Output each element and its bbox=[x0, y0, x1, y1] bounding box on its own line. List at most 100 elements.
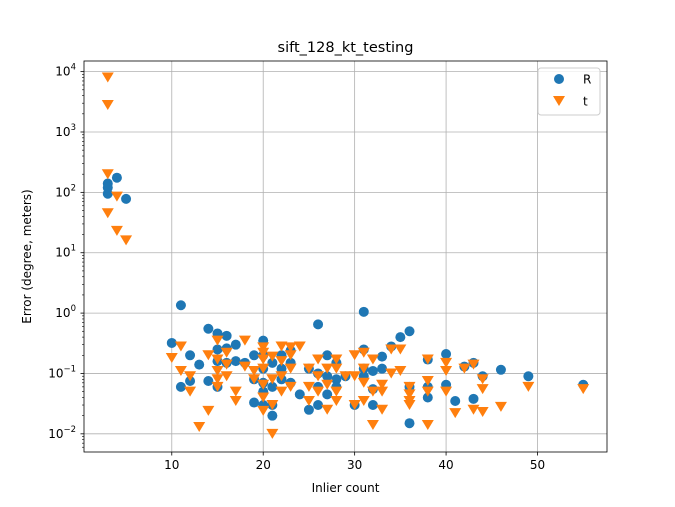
series-t bbox=[101, 72, 590, 439]
point-R bbox=[267, 381, 278, 392]
y-tick-label: 10−2 bbox=[48, 425, 76, 441]
point-t bbox=[266, 374, 279, 385]
point-t bbox=[348, 350, 361, 361]
point-t bbox=[302, 395, 315, 406]
point-t bbox=[522, 381, 535, 392]
point-t bbox=[302, 363, 315, 374]
point-R bbox=[322, 350, 333, 361]
point-t bbox=[211, 365, 224, 376]
point-t bbox=[376, 386, 389, 397]
point-R bbox=[121, 193, 132, 204]
point-R bbox=[267, 410, 278, 421]
point-t bbox=[394, 365, 407, 376]
point-t bbox=[348, 371, 361, 382]
point-R bbox=[331, 374, 342, 385]
point-t bbox=[229, 386, 242, 397]
point-R bbox=[313, 400, 324, 411]
point-R bbox=[111, 172, 122, 183]
point-t bbox=[101, 208, 114, 219]
point-t bbox=[467, 404, 480, 415]
point-t bbox=[174, 341, 187, 352]
point-R bbox=[249, 397, 260, 408]
point-t bbox=[467, 359, 480, 370]
point-t bbox=[248, 365, 261, 376]
grid bbox=[84, 61, 607, 452]
point-t bbox=[476, 406, 489, 417]
point-t bbox=[330, 386, 343, 397]
y-tick-label: 102 bbox=[55, 183, 76, 199]
legend-label-t: t bbox=[583, 95, 588, 109]
point-R bbox=[267, 357, 278, 368]
point-R bbox=[230, 339, 241, 350]
point-R bbox=[404, 418, 415, 429]
point-t bbox=[211, 335, 224, 346]
point-R bbox=[450, 395, 461, 406]
legend-label-r: R bbox=[583, 73, 591, 87]
x-tick-label: 40 bbox=[438, 458, 453, 472]
point-t bbox=[494, 401, 507, 412]
point-R bbox=[322, 371, 333, 382]
point-t bbox=[476, 384, 489, 395]
point-t bbox=[101, 100, 114, 111]
point-t bbox=[220, 347, 233, 358]
point-t bbox=[357, 347, 370, 358]
point-t bbox=[421, 354, 434, 365]
point-t bbox=[440, 365, 453, 376]
point-t bbox=[238, 335, 251, 346]
x-tick-label: 20 bbox=[256, 458, 271, 472]
point-R bbox=[276, 363, 287, 374]
point-t bbox=[339, 371, 352, 382]
point-t bbox=[376, 379, 389, 390]
point-t bbox=[257, 379, 270, 390]
point-t bbox=[220, 359, 233, 370]
point-t bbox=[193, 421, 206, 432]
point-R bbox=[294, 389, 305, 400]
y-tick-label: 10−1 bbox=[48, 364, 76, 380]
point-t bbox=[202, 405, 215, 416]
point-t bbox=[165, 353, 178, 364]
point-t bbox=[330, 395, 343, 406]
point-t bbox=[120, 235, 133, 246]
point-t bbox=[449, 408, 462, 419]
point-t bbox=[248, 374, 261, 385]
point-t bbox=[220, 371, 233, 382]
point-t bbox=[275, 341, 288, 352]
point-t bbox=[211, 354, 224, 365]
point-t bbox=[394, 344, 407, 355]
point-t bbox=[376, 404, 389, 415]
point-t bbox=[184, 386, 197, 397]
y-tick-label: 104 bbox=[55, 63, 76, 79]
point-t bbox=[284, 363, 297, 374]
point-t bbox=[211, 374, 224, 385]
point-t bbox=[357, 363, 370, 374]
legend-marker-r bbox=[554, 74, 564, 84]
point-t bbox=[577, 384, 590, 395]
point-t bbox=[421, 420, 434, 431]
point-t bbox=[458, 363, 471, 374]
point-R bbox=[185, 350, 196, 361]
point-R bbox=[166, 337, 177, 348]
point-t bbox=[284, 342, 297, 353]
point-t bbox=[284, 381, 297, 392]
point-t bbox=[312, 386, 325, 397]
point-R bbox=[221, 330, 232, 341]
point-t bbox=[275, 371, 288, 382]
point-R bbox=[194, 359, 205, 370]
legend-box bbox=[537, 67, 601, 116]
point-t bbox=[421, 386, 434, 397]
point-t bbox=[366, 386, 379, 397]
point-R bbox=[377, 363, 388, 374]
point-t bbox=[101, 169, 114, 180]
point-R bbox=[523, 371, 534, 382]
point-t bbox=[174, 365, 187, 376]
point-t bbox=[257, 392, 270, 403]
point-t bbox=[211, 381, 224, 392]
point-R bbox=[322, 389, 333, 400]
point-R bbox=[468, 393, 479, 404]
point-t bbox=[421, 376, 434, 387]
point-R bbox=[367, 365, 378, 376]
point-t bbox=[257, 354, 270, 365]
point-R bbox=[367, 400, 378, 411]
point-t bbox=[403, 381, 416, 392]
point-t bbox=[184, 371, 197, 382]
